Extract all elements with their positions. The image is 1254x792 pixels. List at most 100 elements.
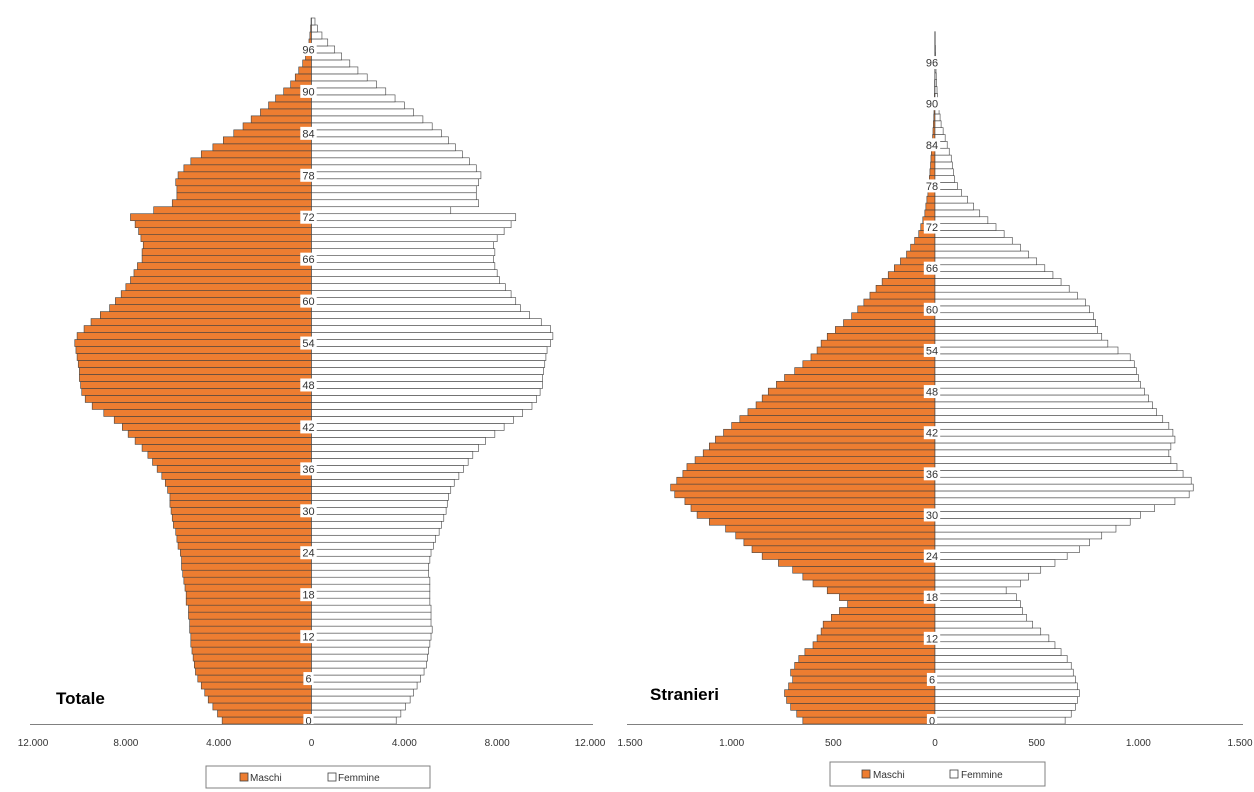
- totale-x-tick-label: 4.000: [392, 738, 417, 749]
- totale-bar-maschi: [127, 430, 312, 438]
- stranieri-x-tick-label: 1.500: [617, 738, 642, 749]
- stranieri-bar-maschi: [739, 415, 936, 423]
- stranieri-bar-maschi: [910, 243, 936, 252]
- totale-bar-femmine: [311, 108, 414, 117]
- totale-bar-maschi: [298, 66, 312, 75]
- stranieri-bar-maschi: [696, 511, 936, 519]
- totale-bar-femmine: [311, 709, 402, 718]
- stranieri-bar-maschi: [790, 703, 936, 711]
- totale-bar-femmine: [311, 80, 377, 89]
- totale-bar-femmine: [311, 597, 431, 606]
- totale-bar-femmine: [311, 541, 434, 550]
- stranieri-bar-femmine: [934, 271, 1054, 279]
- stranieri-bar-femmine: [934, 696, 1078, 704]
- stranieri-bar-femmine: [934, 319, 1096, 327]
- stranieri-bar-maschi: [906, 250, 936, 259]
- stranieri-bar-maschi: [804, 648, 936, 656]
- stranieri-age-label-bg: [923, 220, 941, 234]
- stranieri-age-label: 60: [926, 304, 938, 316]
- stranieri-bar-femmine: [934, 641, 1056, 649]
- totale-bar-femmine: [311, 24, 318, 33]
- stranieri-bar-maschi: [798, 655, 936, 663]
- totale-bar-maschi: [167, 486, 312, 494]
- stranieri-bar-femmine: [934, 127, 944, 135]
- stranieri-legend-swatch-maschi: [861, 769, 871, 779]
- totale-bar-femmine: [311, 437, 486, 445]
- totale-legend-swatch-femmine: [327, 772, 337, 782]
- totale-bar-femmine: [311, 304, 521, 312]
- totale-bar-maschi: [152, 458, 312, 466]
- stranieri-x-tick-label: 0: [932, 738, 938, 749]
- stranieri-age-label-bg: [923, 590, 941, 604]
- totale-bar-maschi: [75, 346, 312, 354]
- stranieri-age-label: 90: [926, 99, 938, 111]
- totale-bar-femmine: [311, 360, 546, 368]
- totale-x-tick-labels: 12.000 8.000 4.000 0 4.000 8.000 12.000: [18, 738, 606, 749]
- totale-bar-femmine: [311, 381, 543, 389]
- totale-bar-maschi: [113, 416, 312, 424]
- stranieri-bar-maschi: [857, 305, 936, 314]
- totale-bar-maschi: [177, 541, 312, 550]
- totale-age-label: 18: [302, 590, 314, 602]
- totale-bar-maschi: [141, 248, 312, 256]
- totale-bar-maschi: [169, 500, 312, 508]
- stranieri-age-label-bg: [923, 343, 941, 357]
- totale-x-tick-label: 8.000: [485, 738, 510, 749]
- stranieri-bar-maschi: [875, 285, 936, 293]
- stranieri-age-label-bg: [923, 56, 941, 70]
- totale-bar-maschi: [176, 192, 312, 201]
- totale-bar-femmine: [311, 520, 442, 529]
- stranieri-bar-maschi: [784, 374, 936, 382]
- totale-bar-femmine: [311, 136, 449, 145]
- totale-bar-maschi: [103, 409, 312, 417]
- stranieri-bar-femmine: [934, 243, 1021, 252]
- stranieri-bar-femmine: [934, 339, 1109, 348]
- totale-bar-femmine: [311, 458, 469, 466]
- stranieri-bar-maschi: [790, 668, 936, 677]
- totale-bar-maschi: [207, 695, 312, 704]
- stranieri-bar-femmine: [934, 559, 1056, 567]
- stranieri-bar-femmine: [934, 394, 1149, 403]
- stranieri-bar-maschi: [743, 538, 936, 547]
- totale-bar-femmine: [311, 604, 432, 613]
- totale-bar-femmine: [311, 472, 460, 480]
- totale-bar-maschi: [188, 604, 312, 613]
- totale-bar-femmine: [311, 555, 431, 564]
- stranieri-bar-femmine: [934, 662, 1072, 670]
- stranieri-bar-femmine: [934, 593, 1017, 601]
- totale-age-label-bg: [300, 252, 317, 266]
- stranieri-bar-femmine: [934, 634, 1050, 643]
- stranieri-legend: Maschi Femmine: [829, 761, 1046, 787]
- totale-bar-femmine: [311, 150, 463, 159]
- totale-bar-maschi: [193, 660, 312, 669]
- stranieri-bar-maschi: [869, 291, 936, 300]
- stranieri-bar-femmine: [934, 298, 1086, 307]
- totale-bar-maschi: [109, 304, 312, 312]
- stranieri-bar-maschi: [708, 442, 936, 451]
- totale-age-label: 54: [302, 338, 314, 350]
- totale-bar-femmine: [311, 444, 479, 452]
- totale-bar-femmine: [311, 283, 506, 291]
- stranieri-age-label-bg: [923, 467, 941, 481]
- stranieri-age-label: 18: [926, 592, 938, 604]
- stranieri-age-label: 54: [926, 345, 938, 357]
- stranieri-bar-maschi: [820, 339, 936, 348]
- stranieri-age-label: 36: [926, 469, 938, 481]
- totale-bar-maschi: [176, 534, 312, 543]
- stranieri-bar-maschi: [786, 696, 936, 704]
- totale-age-label-bg: [300, 462, 317, 476]
- stranieri-bar-maschi: [682, 470, 936, 478]
- totale-bar-maschi: [192, 653, 312, 662]
- stranieri-bar-maschi: [822, 620, 936, 629]
- stranieri-bar-femmine: [934, 682, 1078, 691]
- totale-bar-maschi: [169, 493, 312, 501]
- stranieri-bar-maschi: [802, 716, 936, 725]
- stranieri-bar-femmine: [934, 490, 1190, 499]
- totale-bar-maschi: [90, 318, 312, 326]
- stranieri-age-label-bg: [923, 549, 941, 563]
- stranieri-bar-maschi: [802, 360, 936, 368]
- totale-bar-maschi: [181, 562, 312, 571]
- stranieri-bar-femmine: [934, 237, 1013, 245]
- totale-bar-femmine: [311, 31, 323, 40]
